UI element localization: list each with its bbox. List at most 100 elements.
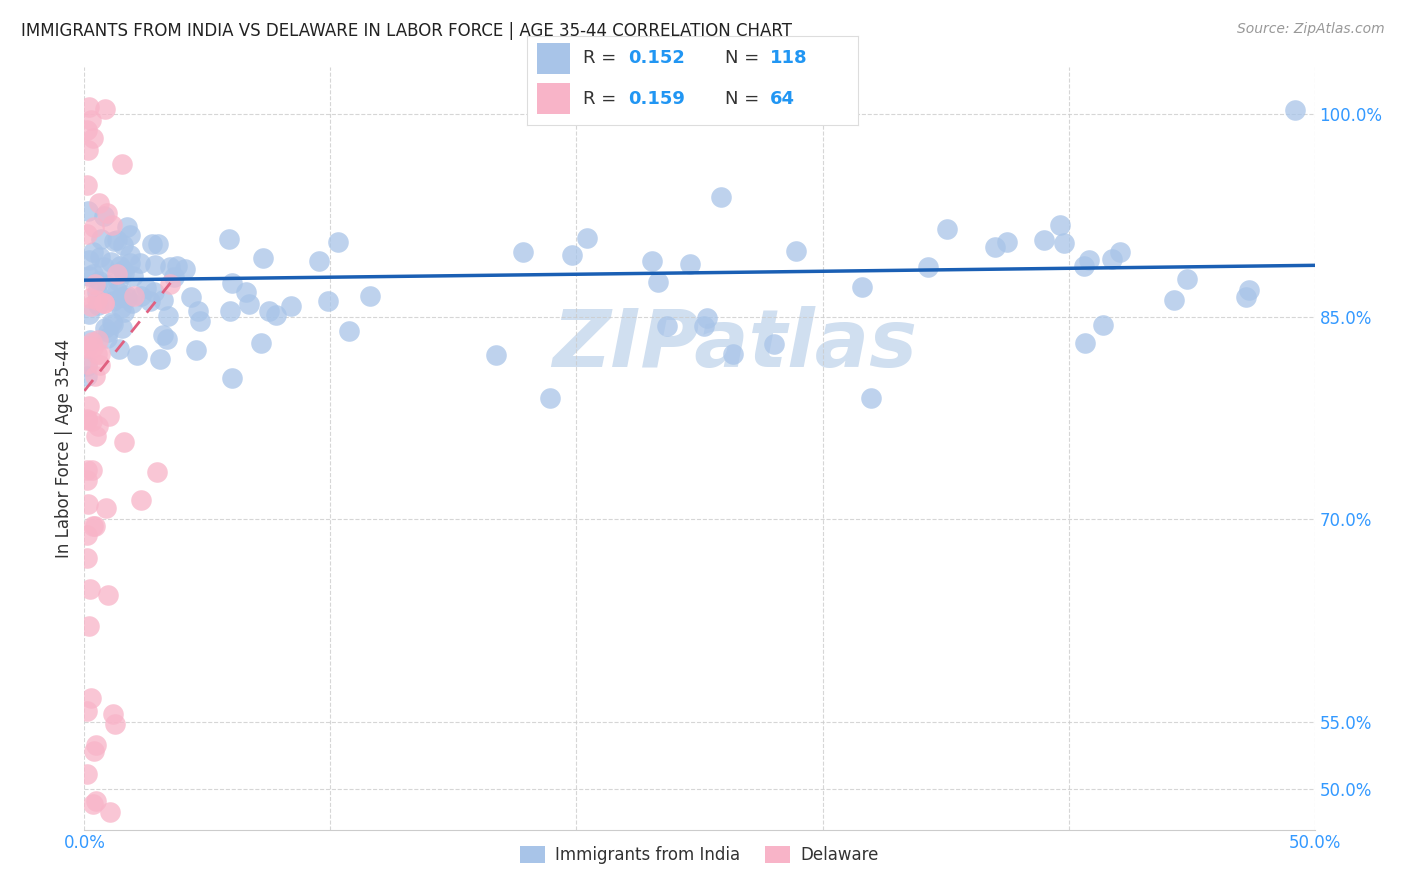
- Point: [115, 287, 138, 301]
- Point: [93, 296, 115, 310]
- Point: [221, 276, 243, 290]
- Point: [105, 285, 128, 299]
- Point: [187, 304, 209, 318]
- Point: [105, 233, 128, 247]
- Point: [83, 744, 105, 758]
- Point: [86, 738, 108, 752]
- Point: [93, 260, 115, 275]
- Point: [112, 263, 135, 277]
- Point: [111, 321, 134, 335]
- Point: [96, 325, 118, 339]
- Point: [1052, 236, 1074, 251]
- Point: [118, 255, 141, 269]
- Point: [77, 268, 100, 283]
- Point: [359, 289, 381, 303]
- Point: [93, 102, 115, 116]
- Point: [101, 293, 124, 308]
- Point: [79, 291, 101, 305]
- Text: ZIPatlas: ZIPatlas: [553, 306, 917, 384]
- Point: [859, 391, 882, 405]
- Point: [575, 230, 598, 244]
- Point: [1175, 272, 1198, 286]
- Point: [87, 419, 110, 434]
- Point: [145, 465, 167, 479]
- Point: [76, 341, 98, 355]
- Point: [86, 347, 108, 361]
- Point: [1077, 253, 1099, 268]
- Point: [115, 291, 138, 305]
- Point: [104, 716, 127, 731]
- Point: [1032, 233, 1054, 247]
- FancyBboxPatch shape: [537, 43, 571, 74]
- Point: [82, 267, 104, 281]
- Point: [89, 347, 111, 361]
- Point: [112, 266, 135, 280]
- Point: [935, 222, 957, 236]
- Point: [77, 143, 100, 157]
- Point: [121, 295, 143, 310]
- Point: [77, 497, 100, 511]
- Point: [101, 218, 124, 232]
- Point: [82, 518, 104, 533]
- Point: [76, 528, 98, 542]
- Point: [163, 270, 186, 285]
- Point: [93, 296, 115, 310]
- Point: [1101, 252, 1123, 266]
- Point: [115, 220, 138, 235]
- Point: [173, 262, 195, 277]
- Point: [129, 288, 152, 302]
- Point: [264, 308, 287, 322]
- Point: [110, 301, 132, 315]
- Point: [101, 317, 124, 331]
- Point: [785, 244, 807, 259]
- Text: 0.159: 0.159: [628, 89, 685, 108]
- Point: [1091, 318, 1114, 332]
- Point: [149, 351, 172, 366]
- Point: [87, 298, 110, 312]
- Point: [152, 328, 174, 343]
- Point: [218, 232, 240, 246]
- Point: [77, 253, 100, 268]
- Point: [135, 281, 157, 295]
- Point: [76, 123, 98, 137]
- Point: [1073, 259, 1095, 273]
- Point: [76, 178, 98, 193]
- Point: [118, 248, 141, 262]
- Point: [77, 618, 100, 632]
- Point: [710, 189, 733, 203]
- Point: [89, 359, 111, 373]
- Point: [647, 275, 669, 289]
- Point: [89, 273, 111, 287]
- Point: [82, 340, 104, 354]
- Point: [250, 336, 273, 351]
- Point: [107, 274, 129, 288]
- Point: [108, 260, 131, 274]
- Point: [76, 357, 98, 371]
- Point: [190, 314, 212, 328]
- Point: [83, 277, 105, 292]
- Point: [76, 463, 98, 477]
- Point: [180, 290, 202, 304]
- Point: [679, 256, 702, 270]
- Point: [337, 324, 360, 338]
- Point: [280, 299, 302, 313]
- Point: [219, 304, 242, 318]
- Point: [693, 319, 716, 334]
- Point: [110, 157, 132, 171]
- Point: [112, 305, 135, 319]
- Point: [89, 250, 111, 264]
- Point: [76, 204, 98, 219]
- Text: IMMIGRANTS FROM INDIA VS DELAWARE IN LABOR FORCE | AGE 35-44 CORRELATION CHART: IMMIGRANTS FROM INDIA VS DELAWARE IN LAB…: [21, 22, 792, 40]
- Point: [143, 258, 166, 272]
- Point: [98, 805, 121, 819]
- Point: [82, 244, 104, 259]
- Point: [76, 473, 98, 487]
- Point: [131, 493, 153, 508]
- Point: [93, 210, 115, 224]
- Point: [316, 294, 339, 309]
- Point: [1073, 335, 1095, 350]
- Point: [76, 359, 98, 373]
- Point: [98, 409, 121, 423]
- Point: [77, 399, 100, 413]
- Point: [156, 309, 179, 323]
